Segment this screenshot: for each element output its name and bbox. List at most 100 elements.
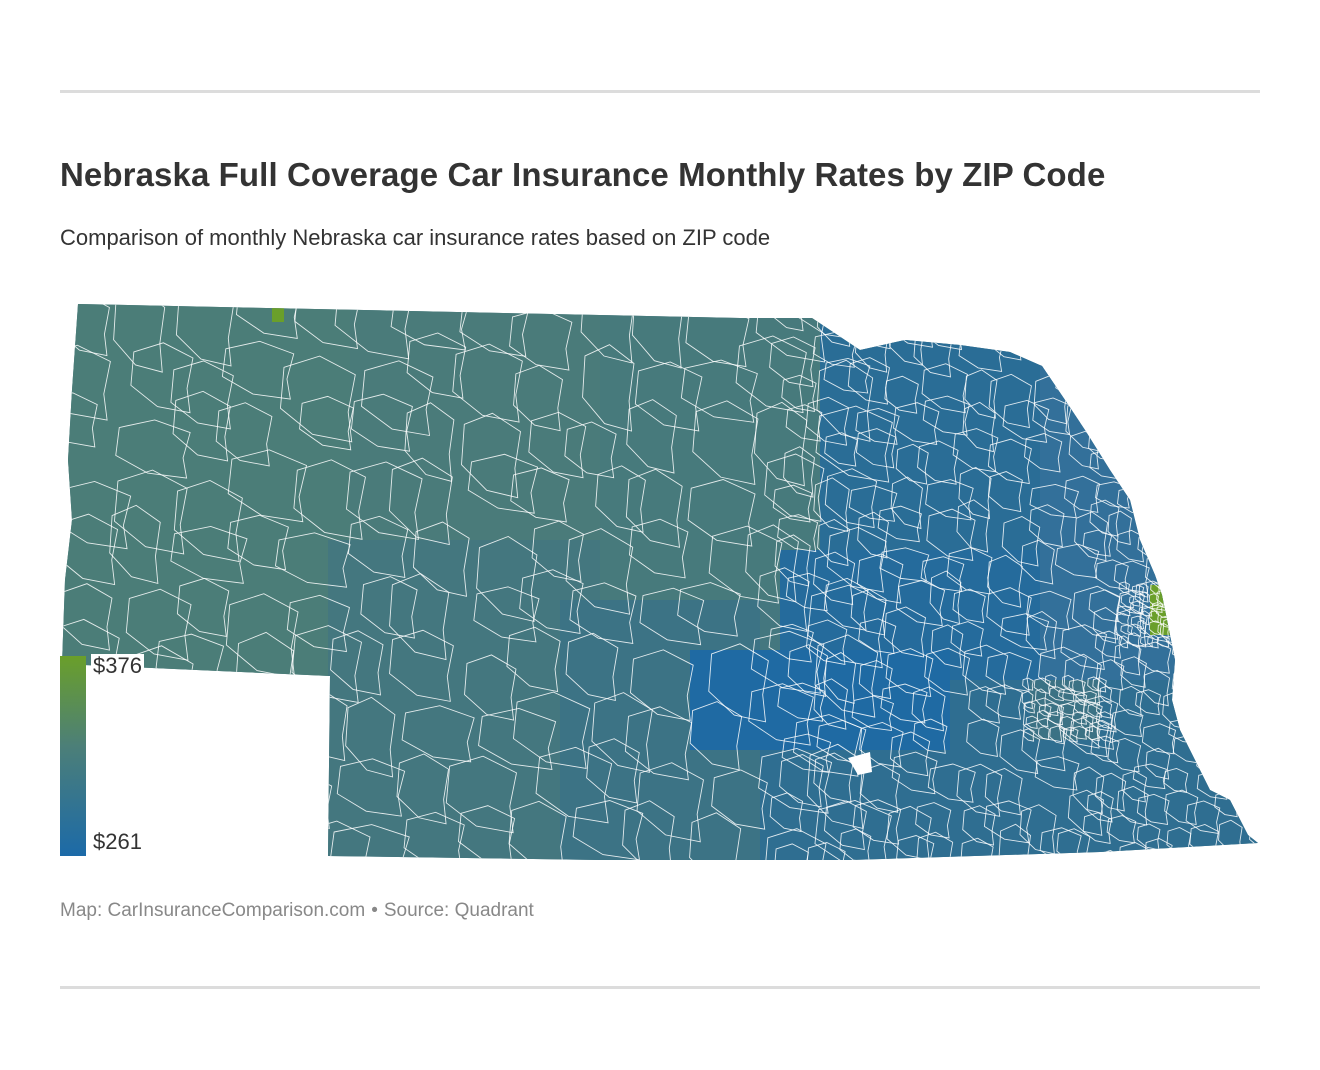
zip-boundary	[858, 618, 897, 655]
zip-boundary	[406, 332, 467, 399]
zip-boundary	[1212, 321, 1247, 347]
zip-boundary	[764, 828, 827, 860]
zip-boundary	[467, 453, 539, 514]
zip-boundary	[1148, 593, 1159, 607]
zip-boundary	[564, 421, 617, 479]
zip-boundary	[1035, 304, 1080, 342]
zip-boundary	[1185, 800, 1221, 834]
zip-boundary	[805, 619, 848, 665]
zip-boundary	[1168, 590, 1202, 618]
zip-boundary	[1146, 383, 1171, 409]
zip-boundary	[785, 572, 830, 612]
zip-boundary	[1197, 397, 1225, 430]
zip-boundary	[478, 707, 557, 770]
zip-boundary	[813, 752, 854, 803]
zip-boundary	[692, 400, 759, 485]
zip-boundary	[1197, 508, 1227, 546]
zip-boundary	[924, 647, 971, 696]
zip-boundary	[113, 469, 188, 555]
zip-boundary	[330, 630, 384, 696]
zip-boundary	[1212, 487, 1245, 527]
zip-boundary	[929, 570, 962, 625]
zip-boundary	[1166, 589, 1181, 606]
zip-boundary	[1135, 689, 1162, 716]
zip-boundary	[113, 304, 166, 373]
zip-boundary	[412, 521, 470, 597]
zip-boundary	[1024, 433, 1063, 473]
zip-boundary	[930, 624, 964, 669]
zip-boundary	[1095, 772, 1127, 812]
zip-boundary	[783, 446, 815, 498]
zip-boundary	[768, 623, 814, 663]
zip-boundary	[173, 479, 243, 563]
zip-boundary	[1025, 610, 1057, 660]
zip-boundary	[1171, 637, 1203, 665]
zip-boundary	[848, 485, 898, 522]
zip-boundary	[968, 304, 1002, 331]
zip-boundary	[1109, 358, 1142, 390]
zip-boundary	[1021, 690, 1034, 710]
zip-boundary	[215, 402, 273, 467]
zip-boundary	[962, 805, 996, 846]
zip-boundary	[580, 304, 635, 364]
zip-boundary	[1128, 595, 1142, 607]
zip-boundary	[293, 459, 366, 540]
zip-boundary	[1090, 735, 1120, 764]
zip-boundary	[1137, 398, 1163, 431]
region-southwest	[328, 540, 568, 860]
zip-boundary	[124, 702, 181, 781]
zip-boundary	[1132, 325, 1167, 354]
zip-boundary	[404, 402, 455, 482]
zip-boundary	[1092, 607, 1118, 644]
region-sandhills-north	[350, 304, 600, 540]
zip-regions	[62, 304, 1258, 860]
zip-boundary	[952, 588, 986, 624]
zip-boundary	[1186, 454, 1217, 486]
zip-boundary	[236, 738, 287, 800]
zip-boundary	[817, 518, 850, 567]
zip-boundary	[1075, 692, 1088, 706]
zip-boundary	[1029, 483, 1080, 519]
zip-boundary	[813, 477, 850, 533]
zip-boundary	[565, 632, 619, 701]
zip-boundary	[1048, 711, 1064, 726]
zip-boundary	[1089, 346, 1120, 376]
zip-boundary	[1251, 531, 1258, 558]
zip-boundary	[1137, 429, 1169, 467]
zip-boundary	[286, 594, 350, 653]
zip-boundary	[1023, 728, 1035, 742]
zip-boundary	[360, 360, 434, 437]
zip-boundary	[824, 652, 857, 704]
zip-boundary	[689, 701, 743, 771]
zip-boundary	[985, 651, 1032, 692]
zip-boundary	[956, 763, 1003, 817]
zip-boundary	[927, 763, 976, 803]
zip-boundary	[960, 837, 994, 860]
zip-boundary	[893, 402, 940, 445]
zip-boundary	[1071, 585, 1121, 640]
zip-boundary	[1063, 653, 1102, 706]
zip-boundary	[1083, 690, 1097, 704]
zip-boundary	[1164, 789, 1199, 826]
zip-boundary	[987, 554, 1023, 608]
zip-boundary	[1034, 756, 1080, 791]
zip-boundary	[915, 802, 952, 839]
zip-boundary	[1096, 700, 1113, 719]
zip-boundary	[473, 586, 540, 643]
zip-boundary	[735, 335, 807, 414]
zip-boundary	[1145, 747, 1171, 780]
zip-boundary	[772, 484, 813, 523]
zip-boundary	[805, 396, 850, 446]
zip-boundary	[531, 520, 584, 583]
zip-boundary	[572, 800, 644, 860]
zip-boundary	[777, 514, 819, 553]
zip-boundary	[1243, 747, 1258, 778]
zip-boundary	[1223, 590, 1247, 620]
zip-boundary	[745, 524, 799, 603]
bottom-divider	[60, 986, 1260, 989]
footer-credit: Map: CarInsuranceComparison.com • Source: …	[60, 900, 534, 922]
zip-boundary	[1084, 399, 1111, 438]
zip-boundary	[1184, 712, 1217, 744]
zip-boundary	[1244, 761, 1258, 796]
footer-separator: •	[371, 900, 378, 921]
